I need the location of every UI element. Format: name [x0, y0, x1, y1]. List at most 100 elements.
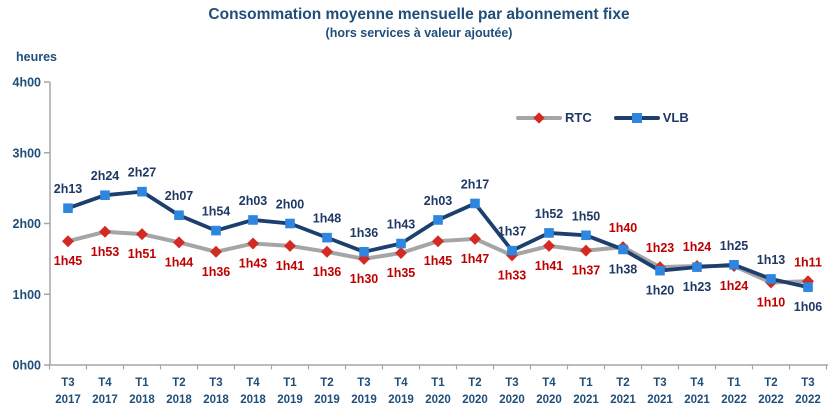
x-axis-label: T1 2018: [129, 377, 155, 406]
x-axis-label: T3 2020: [499, 377, 525, 406]
x-axis-label: T2 2021: [610, 377, 636, 406]
rtc-data-label: 1h41: [535, 259, 564, 273]
legend: RTC VLB: [516, 110, 689, 125]
vlb-point-marker: [100, 190, 110, 200]
vlb-data-label: 1h23: [683, 280, 712, 294]
vlb-data-label: 2h03: [239, 194, 268, 208]
rtc-point-marker: [173, 236, 185, 249]
x-axis-label: T2 2019: [314, 377, 340, 406]
vlb-point-marker: [692, 262, 702, 272]
x-axis-label: T4 2018: [240, 377, 266, 406]
x-axis-label: T2 2018: [166, 377, 192, 406]
rtc-point-marker: [99, 225, 111, 238]
vlb-data-label: 1h06: [794, 300, 823, 314]
vlb-data-label: 2h00: [276, 198, 305, 212]
vlb-point-marker: [174, 210, 184, 221]
legend-item-rtc: RTC: [516, 110, 592, 125]
x-axis-label: T4 2017: [92, 377, 118, 406]
vlb-point-marker: [803, 282, 813, 292]
vlb-point-marker: [359, 247, 369, 257]
rtc-point-marker: [62, 235, 74, 248]
legend-item-vlb: VLB: [613, 110, 689, 125]
x-axis-label: T3 2021: [647, 377, 673, 406]
x-axis-label: T4 2019: [388, 377, 414, 406]
vlb-point-marker: [470, 198, 480, 209]
vlb-data-label: 1h38: [609, 262, 638, 276]
vlb-data-label: 2h27: [128, 166, 157, 180]
rtc-data-label: 1h37: [572, 264, 601, 278]
vlb-point-marker: [396, 238, 406, 249]
legend-label-rtc: RTC: [565, 110, 592, 125]
x-axis-label: T4 2020: [536, 377, 562, 406]
rtc-data-label: 1h47: [461, 252, 490, 266]
rtc-data-label: 1h36: [313, 265, 342, 279]
x-axis-label: T3 2017: [55, 377, 81, 406]
vlb-data-label: 1h43: [387, 218, 416, 232]
rtc-data-label: 1h30: [350, 272, 379, 286]
vlb-data-label: 1h52: [535, 207, 564, 221]
rtc-point-marker: [210, 245, 222, 258]
vlb-point-marker: [581, 230, 591, 241]
vlb-data-label: 1h25: [720, 239, 749, 253]
rtc-data-label: 1h10: [757, 295, 786, 309]
rtc-data-label: 1h24: [683, 240, 712, 254]
x-axis-label: T2 2020: [462, 377, 488, 406]
rtc-series-swatch: [516, 111, 562, 125]
chart-title: Consommation moyenne mensuelle par abonn…: [208, 6, 630, 23]
rtc-data-label: 1h35: [387, 266, 416, 280]
y-tick-label: 1h00: [13, 288, 42, 302]
rtc-point-marker: [247, 237, 259, 250]
x-axis-label: T1 2020: [425, 377, 451, 406]
chart-subtitle: (hors services à valeur ajoutée): [325, 26, 513, 40]
rtc-data-label: 1h45: [54, 254, 83, 268]
rtc-data-label: 1h44: [165, 255, 194, 269]
vlb-point-marker: [137, 186, 147, 197]
rtc-data-label: 1h33: [498, 268, 527, 282]
legend-label-vlb: VLB: [662, 110, 689, 125]
x-axis-label: T3 2022: [795, 377, 821, 406]
x-axis-label: T3 2019: [351, 377, 377, 406]
vlb-point-marker: [322, 232, 332, 243]
vlb-point-marker: [248, 215, 258, 225]
rtc-diamond-marker-icon: [533, 111, 545, 124]
vlb-data-label: 2h24: [91, 169, 120, 183]
x-axis-label: T1 2021: [573, 377, 599, 406]
vlb-point-marker: [655, 265, 665, 276]
y-tick-label: 3h00: [13, 146, 42, 160]
rtc-data-label: 1h36: [202, 265, 231, 279]
vlb-point-marker: [729, 259, 739, 270]
rtc-data-label: 1h24: [720, 279, 749, 293]
vlb-point-marker: [766, 274, 776, 284]
rtc-data-label: 1h45: [424, 254, 453, 268]
x-axis-label: T1 2019: [277, 377, 303, 406]
rtc-point-marker: [395, 246, 407, 259]
rtc-data-label: 1h11: [794, 255, 822, 269]
rtc-data-label: 1h53: [91, 245, 120, 259]
rtc-data-label: 1h40: [609, 221, 638, 235]
rtc-data-label: 1h23: [646, 241, 675, 255]
rtc-point-marker: [580, 244, 592, 257]
rtc-data-label: 1h43: [239, 257, 268, 271]
vlb-point-marker: [63, 203, 73, 213]
vlb-data-label: 2h07: [165, 189, 194, 203]
vlb-data-label: 1h20: [646, 284, 675, 298]
vlb-data-label: 1h48: [313, 212, 342, 226]
rtc-point-marker: [284, 239, 296, 252]
vlb-data-label: 2h03: [424, 194, 453, 208]
vlb-data-label: 2h17: [461, 177, 490, 191]
y-tick-label: 2h00: [13, 217, 42, 231]
x-axis-label: T4 2021: [684, 377, 710, 406]
rtc-point-marker: [321, 245, 333, 258]
vlb-point-marker: [507, 245, 517, 256]
rtc-point-marker: [432, 235, 444, 248]
vlb-data-label: 2h13: [54, 182, 83, 196]
vlb-point-marker: [433, 215, 443, 225]
vlb-data-label: 1h13: [757, 253, 786, 267]
vlb-point-marker: [285, 218, 295, 229]
vlb-data-label: 1h37: [498, 225, 527, 239]
vlb-point-marker: [544, 228, 554, 238]
x-axis-label: T1 2022: [721, 377, 747, 406]
vlb-data-label: 1h54: [202, 205, 231, 219]
